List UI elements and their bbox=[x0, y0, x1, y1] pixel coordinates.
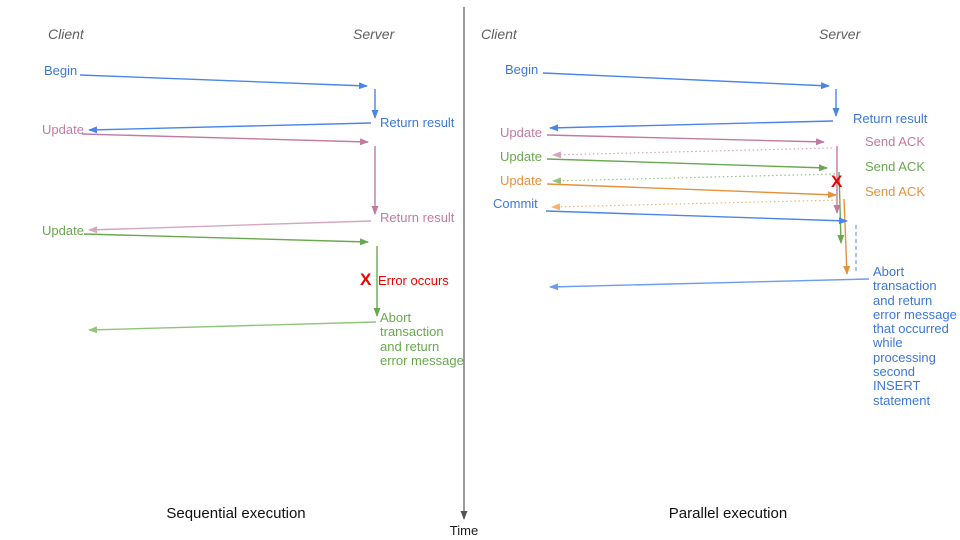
left-update-2-label: Update bbox=[42, 223, 84, 238]
right-panel-caption: Parallel execution bbox=[668, 505, 788, 522]
right-send-ack-3-label: Send ACK bbox=[865, 184, 925, 199]
right-client-header: Client bbox=[481, 26, 517, 42]
right-abort-message: Abort transaction and return error messa… bbox=[873, 264, 957, 408]
right-send-ack-2-arrow bbox=[552, 173, 836, 185]
left-begin-request-arrow bbox=[79, 74, 368, 90]
left-return-result-1-arrow bbox=[88, 122, 372, 134]
right-send-ack-2-label: Send ACK bbox=[865, 159, 925, 174]
left-server-header: Server bbox=[353, 26, 395, 42]
right-update-3-request-arrow bbox=[546, 183, 837, 199]
left-abort-return-arrow bbox=[88, 321, 377, 334]
left-begin-label: Begin bbox=[44, 63, 78, 78]
time-axis-label: Time bbox=[449, 523, 479, 538]
left-update-1-request-arrow bbox=[81, 133, 369, 146]
right-abort-return-arrow bbox=[549, 278, 870, 291]
right-return-result-label: Return result bbox=[853, 111, 928, 126]
left-client-header: Client bbox=[48, 26, 84, 42]
right-commit-label: Commit bbox=[493, 196, 538, 211]
right-update-2-request-arrow bbox=[546, 158, 828, 172]
right-send-ack-1-label: Send ACK bbox=[865, 134, 925, 149]
left-return-result-2-label: Return result bbox=[380, 210, 455, 225]
left-update-1-label: Update bbox=[42, 122, 84, 137]
left-error-x-mark: X bbox=[360, 270, 372, 289]
right-error-x-mark: X bbox=[831, 172, 843, 191]
right-begin-request-arrow bbox=[542, 72, 830, 90]
right-send-ack-1-arrow bbox=[552, 147, 833, 159]
right-server-header: Server bbox=[819, 26, 861, 42]
right-begin-label: Begin bbox=[505, 62, 539, 77]
right-update-1-request-arrow bbox=[546, 134, 825, 146]
right-commit-request-arrow bbox=[545, 210, 848, 225]
right-update-3-processing-arrow bbox=[843, 198, 851, 275]
right-update-2-label: Update bbox=[500, 149, 542, 164]
left-return-result-2-arrow bbox=[88, 220, 372, 234]
right-send-ack-3-arrow bbox=[551, 199, 842, 211]
left-update-2-request-arrow bbox=[83, 233, 369, 246]
right-update-3-label: Update bbox=[500, 173, 542, 188]
right-update-1-label: Update bbox=[500, 125, 542, 140]
right-return-result-arrow bbox=[549, 120, 834, 132]
left-error-occurs-label: Error occurs bbox=[378, 273, 449, 288]
left-abort-message: Abort transaction and return error messa… bbox=[380, 310, 464, 368]
right-update-2-processing-arrow bbox=[837, 171, 845, 244]
left-return-result-1-label: Return result bbox=[380, 115, 455, 130]
left-panel-caption: Sequential execution bbox=[166, 505, 306, 522]
